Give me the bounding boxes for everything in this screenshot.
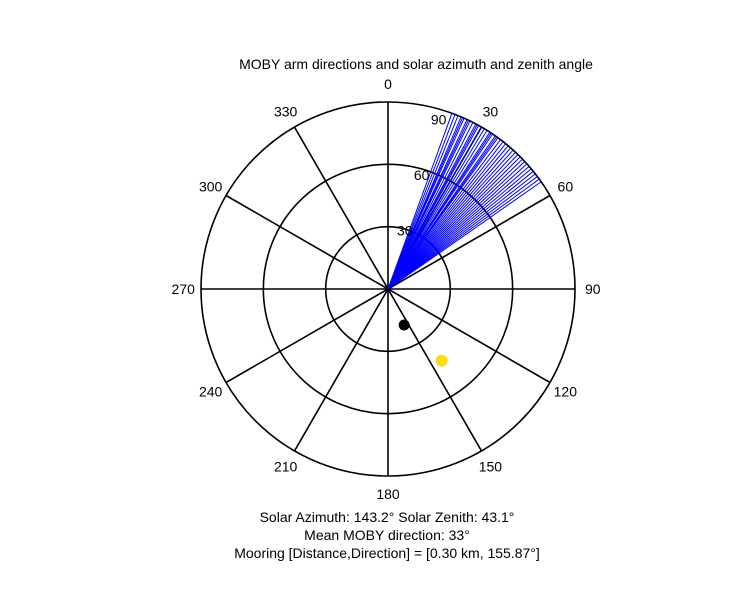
angle-label-0: 0 (384, 76, 392, 92)
arm-line-31 (387, 158, 523, 290)
arm-line-14 (387, 128, 485, 290)
angle-label-210: 210 (274, 458, 298, 474)
arm-line-13 (387, 126, 482, 290)
angle-label-30: 30 (483, 104, 499, 120)
chart-title: MOBY arm directions and solar azimuth an… (239, 56, 593, 72)
radial-label-30: 30 (397, 223, 413, 239)
arm-line-0 (387, 113, 453, 290)
sun-marker (435, 354, 448, 367)
arm-line-15 (387, 130, 488, 290)
arm-line-28 (387, 151, 516, 290)
arm-line-2 (387, 115, 459, 290)
markers (398, 319, 448, 367)
arm-line-8 (387, 120, 471, 290)
tick-labels: 0 30 60 90 120 150 180 210 240 270 300 330 30 60 90 (172, 76, 601, 502)
arm-line-38 (387, 176, 538, 290)
arm-line-30 (387, 156, 521, 290)
solar-angles-text: Solar Azimuth: 143.2° Solar Zenith: 43.1… (259, 509, 515, 525)
arm-line-18 (387, 133, 493, 290)
arm-line-39 (387, 178, 540, 290)
mooring-text: Mooring [Distance,Direction] = [0.30 km,… (234, 545, 540, 561)
angle-label-150: 150 (479, 458, 503, 474)
arm-line-5 (387, 117, 465, 290)
arm-direction-lines (387, 113, 542, 290)
arm-line-36 (387, 170, 534, 290)
angle-label-180: 180 (376, 486, 400, 502)
arm-line-1 (387, 114, 456, 290)
arm-line-32 (387, 161, 526, 290)
arm-line-12 (387, 125, 480, 290)
arm-line-23 (387, 141, 504, 290)
arm-line-24 (387, 143, 507, 290)
angle-label-270: 270 (172, 281, 196, 297)
arm-line-34 (387, 165, 530, 290)
angle-label-120: 120 (554, 383, 578, 399)
angle-label-60: 60 (558, 179, 574, 195)
arm-line-40 (387, 181, 542, 290)
arm-line-29 (387, 154, 519, 290)
arm-line-35 (387, 168, 532, 290)
arm-line-9 (387, 122, 474, 290)
arm-line-27 (387, 149, 514, 290)
angle-label-90: 90 (585, 281, 601, 297)
angle-label-300: 300 (199, 179, 223, 195)
arm-line-25 (387, 145, 509, 290)
mooring-marker (398, 319, 410, 331)
arm-line-37 (387, 173, 536, 290)
angle-label-240: 240 (199, 383, 223, 399)
angle-label-330: 330 (274, 104, 298, 120)
radial-label-90: 90 (431, 112, 447, 128)
caption: Solar Azimuth: 143.2° Solar Zenith: 43.1… (0, 508, 750, 562)
arm-line-33 (387, 163, 528, 290)
radial-label-60: 60 (414, 167, 430, 183)
arm-line-22 (387, 139, 501, 290)
arm-line-26 (387, 147, 512, 290)
arm-line-21 (387, 137, 499, 290)
mean-direction-text: Mean MOBY direction: 33° (304, 527, 470, 543)
